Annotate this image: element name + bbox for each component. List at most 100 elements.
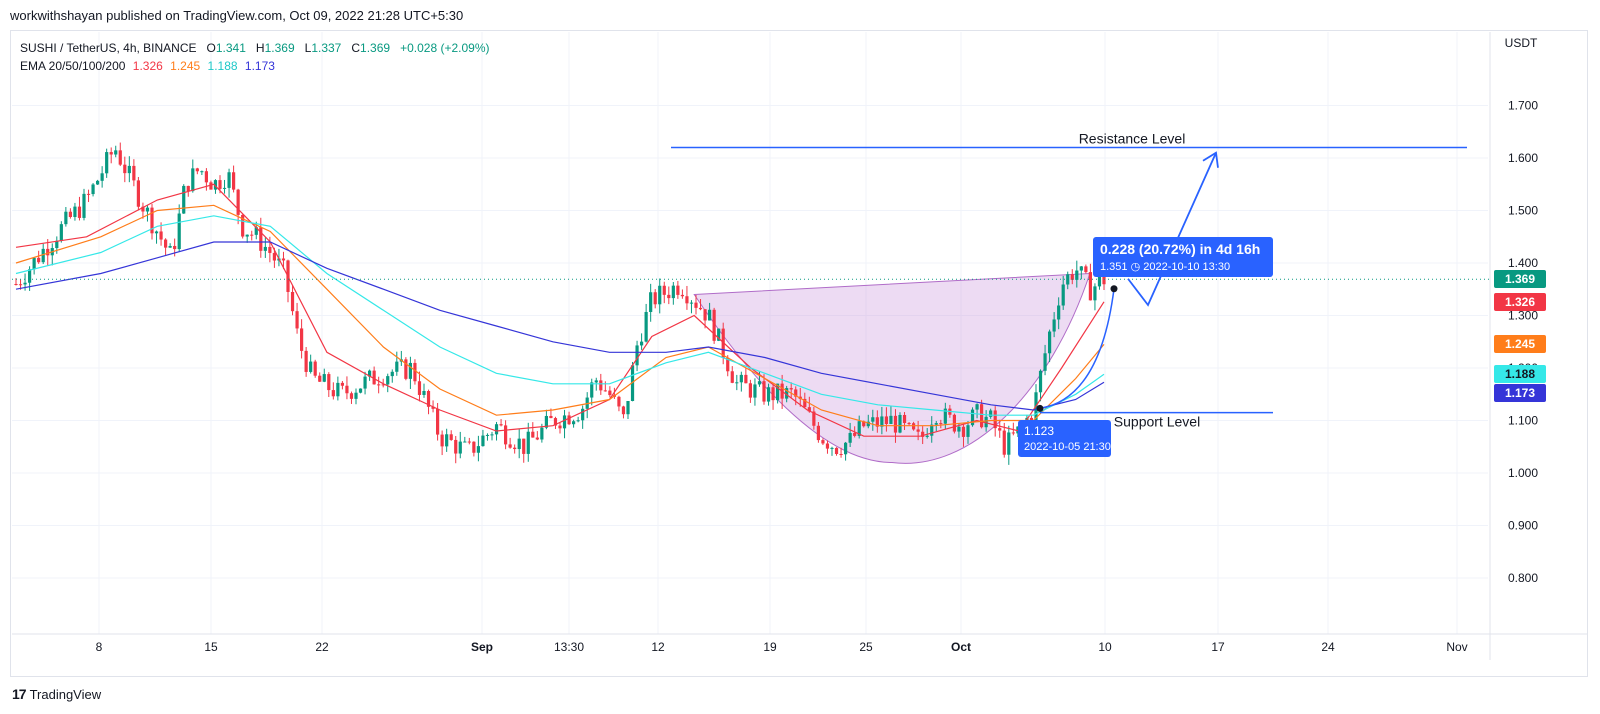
candle-body: [608, 390, 612, 396]
ema-title[interactable]: EMA 20/50/100/200: [20, 59, 126, 73]
candle-body: [177, 213, 181, 250]
candle: [966, 420, 970, 444]
candle-body: [109, 152, 113, 155]
candle-body: [794, 389, 798, 397]
candle-body: [1043, 353, 1047, 371]
candle-body: [544, 415, 548, 428]
chart-frame: [10, 30, 1588, 677]
candle-body: [200, 171, 204, 173]
change-value: +0.028 (+2.09%): [400, 41, 490, 55]
candle: [64, 207, 68, 227]
candle: [771, 383, 775, 410]
candle-body: [150, 207, 154, 234]
candle-body: [930, 424, 934, 436]
measure-low-box: 1.123 2022-10-05 21:30: [1018, 420, 1111, 457]
candle-body: [998, 428, 1002, 431]
measure-low-date: 2022-10-05 21:30: [1024, 441, 1111, 453]
candle: [1038, 369, 1043, 402]
candle-body: [803, 398, 807, 408]
candle-body: [508, 444, 512, 448]
candle-body: [644, 311, 648, 342]
candle: [662, 281, 666, 304]
candle-body: [186, 185, 190, 192]
candle-body: [204, 171, 208, 183]
candle-body: [776, 383, 780, 401]
candle: [898, 412, 902, 434]
tradingview-logo-icon[interactable]: 17: [12, 686, 27, 702]
candle: [417, 371, 422, 402]
ema50-tag-bg: [1494, 335, 1546, 353]
candle: [957, 423, 961, 438]
candle-body: [807, 407, 811, 412]
candle: [109, 147, 113, 164]
tradingview-brand[interactable]: TradingView: [29, 686, 102, 702]
candle: [776, 383, 780, 404]
candle: [105, 148, 109, 178]
candle-body: [553, 418, 558, 426]
candle-body: [408, 362, 412, 379]
candle-body: [757, 381, 762, 385]
candle-body: [667, 294, 671, 299]
candle: [449, 430, 453, 441]
candle: [82, 188, 86, 221]
candle: [676, 280, 680, 299]
candle: [572, 419, 576, 428]
candle-body: [526, 431, 530, 454]
candle: [513, 444, 517, 454]
ema20-tag-bg: [1494, 293, 1546, 311]
candle-body: [14, 284, 18, 285]
candle: [644, 303, 648, 343]
candle-body: [454, 439, 458, 454]
candle-body: [975, 404, 979, 410]
candle-body: [164, 239, 168, 248]
candle: [1093, 283, 1097, 311]
candle: [748, 379, 752, 403]
candle-body: [123, 164, 127, 174]
candle-body: [812, 411, 816, 426]
ema-line-ema200: [15, 241, 1105, 411]
candle-body: [390, 371, 394, 377]
candle: [250, 230, 254, 241]
candle-body: [476, 446, 480, 453]
candle: [182, 184, 186, 214]
candlesticks: [14, 142, 1106, 465]
candle: [993, 406, 997, 437]
candle: [821, 438, 825, 446]
candle-body: [23, 282, 27, 285]
candle: [585, 392, 589, 419]
candle: [640, 333, 644, 350]
measure-curve: [1039, 288, 1115, 410]
candle: [694, 295, 698, 315]
candle-body: [735, 382, 739, 384]
candle-body: [490, 434, 494, 436]
candle: [735, 374, 739, 391]
support-label: Support Level: [1114, 414, 1200, 430]
ema20-tag: 1.326: [1494, 293, 1546, 311]
candle-body: [114, 150, 118, 155]
candle: [658, 278, 662, 314]
symbol-label[interactable]: SUSHI / TetherUS, 4h, BINANCE: [20, 41, 197, 55]
candle-body: [327, 374, 331, 391]
candle-body: [91, 184, 95, 195]
projection-arrowhead: [1202, 151, 1219, 168]
time-tick-label: 17: [1211, 640, 1225, 654]
candle: [263, 237, 267, 258]
last-price-tag: 1.369: [1494, 270, 1546, 288]
candle: [485, 433, 490, 441]
candle: [164, 238, 168, 256]
candle-body: [1088, 272, 1092, 301]
candle-body: [844, 442, 848, 455]
candle-body: [821, 440, 825, 444]
projection-arrow: [1127, 152, 1217, 307]
candle-body: [640, 341, 644, 346]
candle-body: [535, 437, 539, 440]
time-tick-label: 12: [651, 640, 665, 654]
candle: [177, 204, 181, 252]
candle: [100, 166, 104, 188]
candle-body: [159, 231, 163, 240]
candle-body: [785, 388, 789, 399]
candle: [649, 283, 653, 322]
currency-label: USDT: [1505, 36, 1538, 50]
candle-body: [368, 370, 372, 377]
